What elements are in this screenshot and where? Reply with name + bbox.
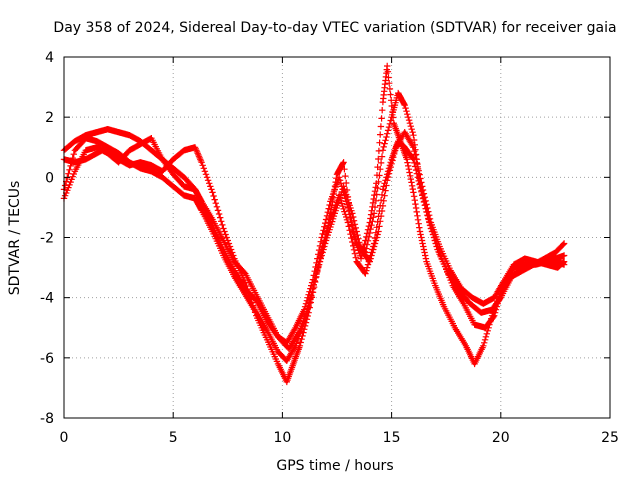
x-tick-label: 5 <box>169 430 178 446</box>
y-tick-label: -8 <box>40 411 54 427</box>
y-tick-label: 0 <box>45 170 54 186</box>
x-tick-label: 25 <box>601 430 619 446</box>
x-tick-label: 20 <box>492 430 510 446</box>
y-tick-label: 2 <box>45 110 54 126</box>
chart-title: Day 358 of 2024, Sidereal Day-to-day VTE… <box>53 20 616 36</box>
y-tick-label: -6 <box>40 351 54 367</box>
axis-ticks: 0 5 10 15 20 25 -8 -6 -4 -2 0 2 4 <box>40 50 619 446</box>
x-tick-label: 10 <box>273 430 291 446</box>
y-tick-label: -2 <box>40 231 54 247</box>
x-axis-label: GPS time / hours <box>276 458 393 474</box>
x-tick-label: 15 <box>383 430 401 446</box>
y-tick-label: -4 <box>40 291 54 307</box>
x-tick-label: 0 <box>60 430 69 446</box>
y-axis-label: SDTVAR / TECUs <box>7 181 23 296</box>
y-tick-label: 4 <box>45 50 54 66</box>
